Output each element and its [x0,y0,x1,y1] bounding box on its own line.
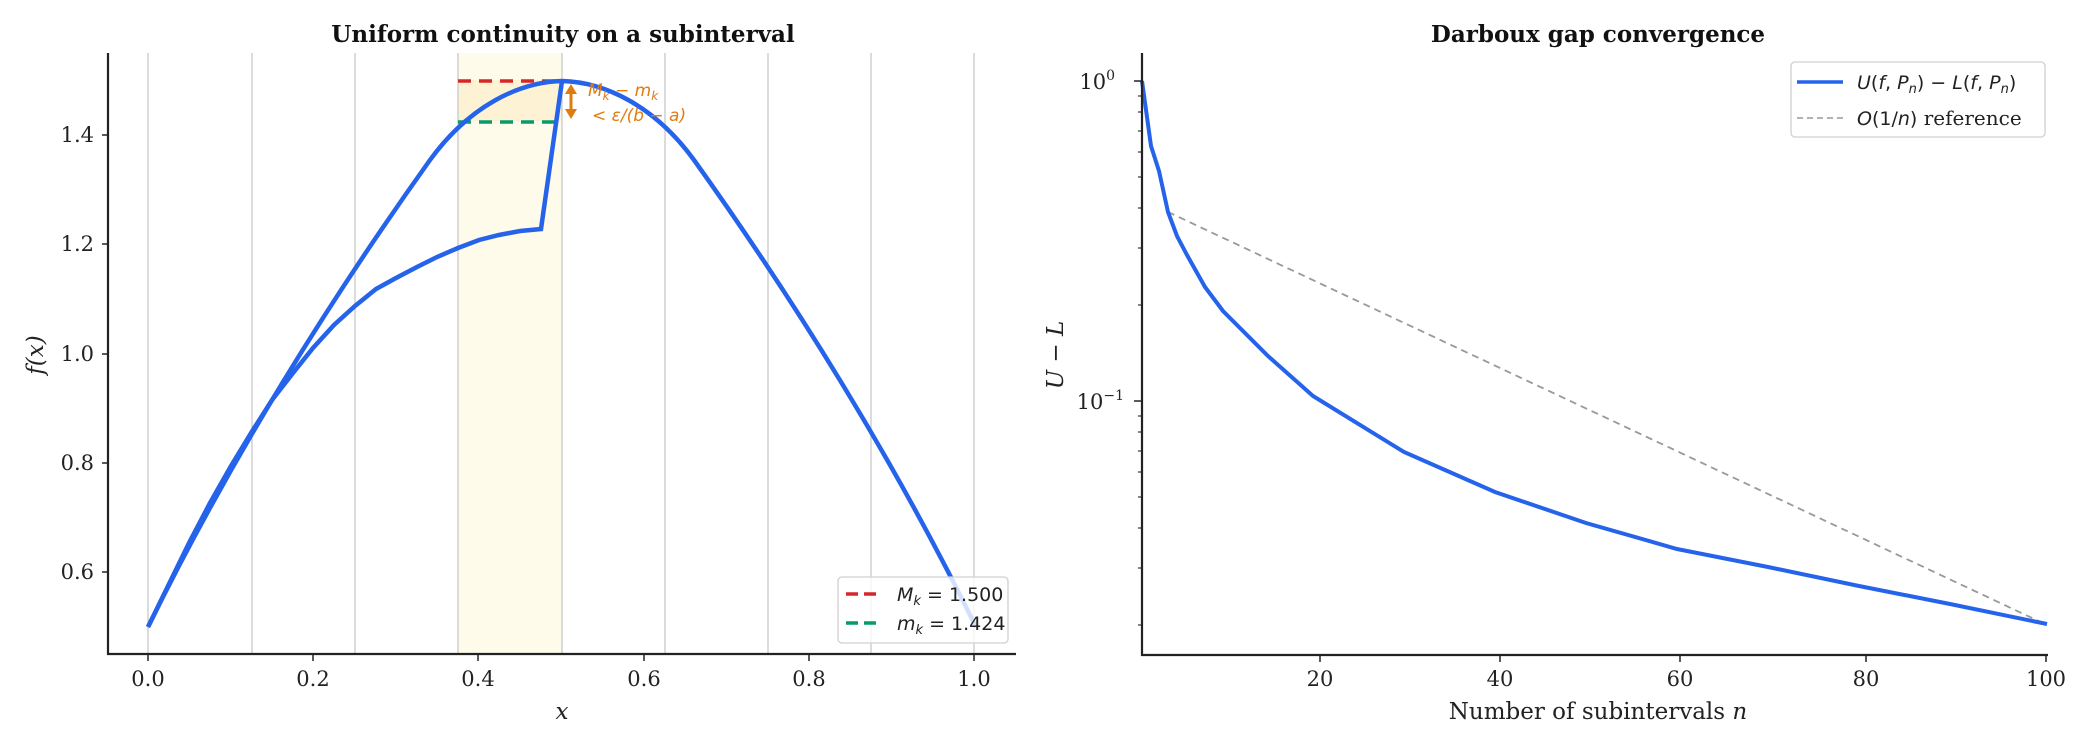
gap-arrow-icon [565,84,577,119]
left-legend: Mk = 1.500 mk = 1.424 [837,576,1009,644]
right-legend: U(f, Pn) − L(f, Pn) O(1/n) reference [1790,61,2046,138]
highlight-subinterval [458,53,562,653]
x-tick-label: 40 [1487,667,1514,691]
x-tick-label: 1.0 [957,667,990,691]
y-tick-label: 1.0 [61,342,94,366]
x-tick-label: 0.4 [461,667,494,691]
x-axis-label: x [556,699,569,725]
y-tick-label: 1.2 [61,232,94,256]
x-axis-label: Number of subintervals n [1449,699,1747,725]
darboux-gap-curve [1140,80,2048,626]
x-tick-label: 80 [1853,667,1880,691]
y-tick-label: 0.8 [61,451,94,475]
x-tick-label: 0.0 [131,667,164,691]
x-tick-label: 0.2 [296,667,329,691]
x-tick-label: 0.8 [792,667,825,691]
legend-gap: U(f, Pn) − L(f, Pn) [1857,72,2016,97]
reference-line [1167,211,2048,626]
x-tick-label: 100 [2026,667,2066,691]
legend-reference: O(1/n) reference [1857,106,2022,130]
right-chart-title: Darboux gap convergence [1431,21,1765,48]
y-tick-label-1e-1: 10−1 [1077,388,1124,414]
annotation-line1: Mk − mk [588,81,659,103]
left-chart: Uniform continuity on a subinterval [23,21,1016,725]
left-chart-title: Uniform continuity on a subinterval [331,21,795,48]
y-axis-label: f(x) [23,335,49,376]
x-tick-label: 60 [1667,667,1694,691]
y-tick-label: 0.6 [61,560,94,584]
x-tick-label: 20 [1307,667,1334,691]
partition-gridlines [147,53,975,653]
y-tick-label: 1.4 [61,123,94,147]
right-chart: Darboux gap convergence 100 10−1 [1043,21,2066,725]
y-tick-label-1e0: 100 [1079,68,1115,94]
legend-Mk: Mk = 1.500 [897,584,1003,609]
legend-mk: mk = 1.424 [897,613,1005,638]
annotation-line2: < ε/(b − a) [592,106,686,126]
x-tick-label: 0.6 [627,667,660,691]
y-axis-label: U − L [1043,321,1069,390]
